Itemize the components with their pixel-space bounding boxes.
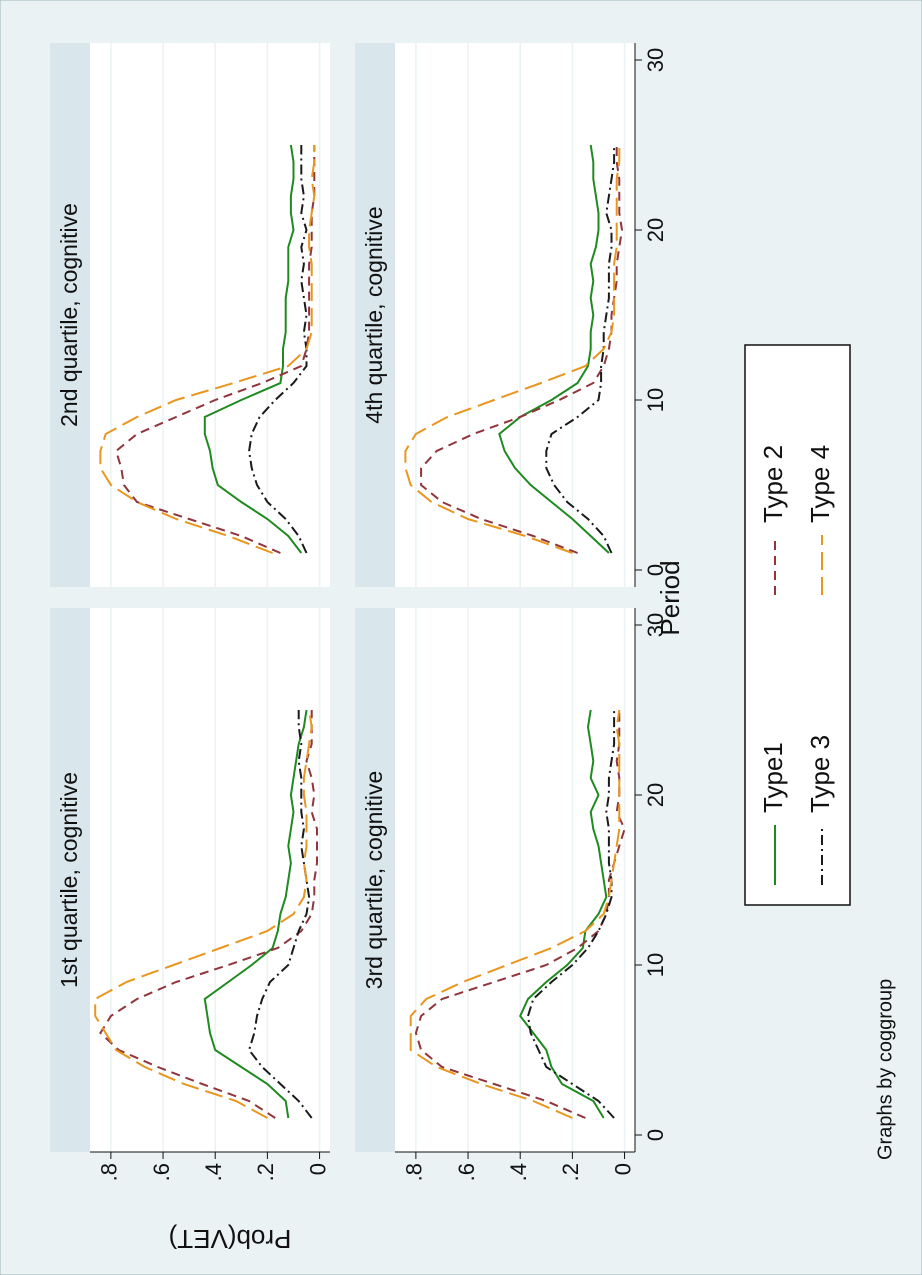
series-line: [203, 144, 303, 554]
y-tick-label: .8: [97, 1163, 122, 1181]
panel-title: 2nd quartile, cognitive: [56, 203, 82, 427]
y-tick-label: .8: [402, 1163, 427, 1181]
series-line: [404, 145, 621, 554]
series-line: [114, 145, 316, 554]
x-tick-label: 20: [643, 218, 668, 242]
series-line: [94, 709, 313, 1119]
x-tick-label: 20: [643, 783, 668, 807]
y-tick-label: .4: [201, 1163, 226, 1181]
y-tick-label: 0: [610, 1163, 635, 1175]
x-tick-label: 10: [643, 388, 668, 412]
series-line: [99, 710, 318, 1119]
x-tick-label: 0: [643, 1129, 668, 1141]
legend-label: Type1: [758, 742, 788, 813]
series-line: [203, 709, 308, 1119]
plot-area: [395, 43, 635, 587]
x-tick-label: 0: [643, 564, 668, 576]
series-line: [519, 709, 608, 1119]
legend-label: Type 3: [805, 735, 835, 813]
series-line: [414, 710, 626, 1119]
x-tick-label: 10: [643, 953, 668, 977]
y-tick-label: .2: [253, 1163, 278, 1181]
panel-title: 1st quartile, cognitive: [56, 772, 82, 988]
series-line: [498, 144, 610, 554]
series-line: [99, 145, 316, 554]
x-tick-label: 30: [643, 48, 668, 72]
strip: [50, 43, 90, 587]
legend: [744, 344, 851, 906]
plot-area: [90, 43, 330, 587]
y-tick-label: .2: [558, 1163, 583, 1181]
strip: [355, 43, 395, 587]
panel-title: 3rd quartile, cognitive: [361, 771, 387, 990]
series-line: [409, 709, 621, 1119]
x-tick-label: 30: [643, 613, 668, 637]
strip: [355, 608, 395, 1152]
y-tick-label: .6: [454, 1163, 479, 1181]
y-tick-label: .6: [149, 1163, 174, 1181]
panel-title: 4th quartile, cognitive: [361, 206, 387, 423]
legend-label: Type 2: [758, 445, 788, 523]
plot-area: [395, 608, 635, 1152]
strip: [50, 608, 90, 1152]
legend-label: Type 4: [805, 445, 835, 523]
y-tick-label: 0: [305, 1163, 330, 1175]
series-line: [420, 145, 624, 554]
rotated-page: Period Prob(VET) Graphs by coggroup 1st …: [50, 43, 896, 1254]
y-axis-label: Prob(VET): [169, 1224, 292, 1254]
note: Graphs by coggroup: [874, 979, 896, 1160]
series-line: [526, 710, 616, 1119]
x-axis-label: Period: [655, 560, 685, 635]
plot-area: [90, 608, 330, 1152]
y-tick-label: .4: [506, 1163, 531, 1181]
series-line: [247, 710, 313, 1119]
